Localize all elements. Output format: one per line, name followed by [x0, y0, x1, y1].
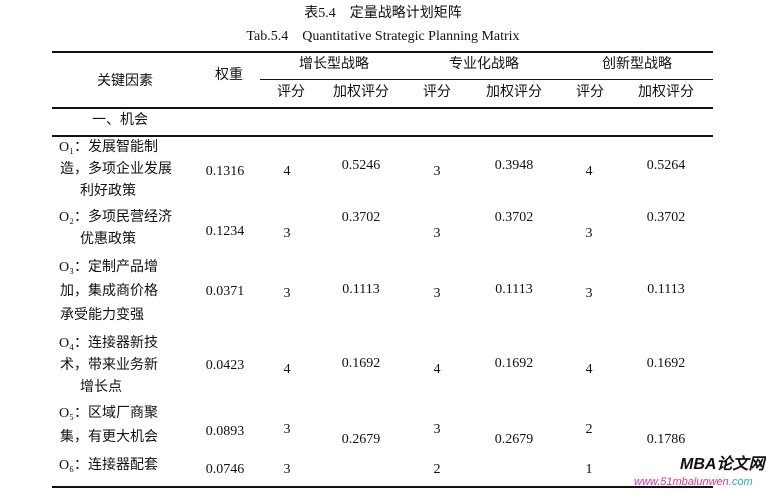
- weighted-score-cell: 0.2679: [341, 432, 381, 447]
- weighted-score-cell: 0.5264: [646, 158, 686, 173]
- header-weighted: 加权评分: [333, 85, 389, 100]
- factor-text: O₆：连接器配套: [59, 458, 158, 473]
- score-cell: 3: [283, 462, 291, 477]
- weighted-score-cell: 0.1692: [494, 356, 534, 371]
- score-cell: 2: [585, 422, 593, 437]
- watermark-url-main: www.51mbalunwen: [634, 476, 729, 488]
- score-cell: 1: [585, 462, 593, 477]
- header-growth: 增长型战略: [299, 57, 369, 72]
- weighted-score-cell: 0.3702: [646, 210, 686, 225]
- score-cell: 4: [433, 362, 441, 377]
- factor-text: O₅：区域厂商聚: [59, 406, 158, 421]
- header-bottom-rule: [52, 107, 713, 109]
- factor-text: O₂：多项民营经济: [59, 210, 172, 225]
- weighted-score-cell: 0.1113: [647, 282, 685, 297]
- factor-text: O₃：定制产品增: [59, 260, 158, 275]
- header-mid-rule: [260, 79, 713, 80]
- score-cell: 3: [433, 422, 441, 437]
- score-cell: 2: [433, 462, 441, 477]
- score-cell: 3: [433, 164, 441, 179]
- score-cell: 3: [283, 226, 291, 241]
- weight-cell: 0.0746: [205, 462, 245, 477]
- score-cell: 3: [433, 226, 441, 241]
- factor-text: O₁：发展智能制: [59, 140, 158, 155]
- weighted-score-cell: 0.1692: [646, 356, 686, 371]
- header-score: 评分: [277, 85, 305, 100]
- weighted-score-cell: 0.5246: [341, 158, 381, 173]
- weighted-score-cell: 0.1786: [646, 432, 686, 447]
- score-cell: 4: [283, 362, 291, 377]
- header-factor: 关键因素: [97, 74, 153, 89]
- header-specialization: 专业化战略: [449, 57, 519, 72]
- header-score: 评分: [576, 85, 604, 100]
- factor-text: 造，多项企业发展: [60, 162, 172, 177]
- watermark-url-tld: .com: [728, 476, 753, 488]
- weighted-score-cell: 0.2679: [494, 432, 534, 447]
- factor-text: 利好政策: [80, 184, 136, 199]
- table-bottom-rule: [52, 486, 713, 488]
- factor-text: 集，有更大机会: [60, 430, 158, 445]
- factor-text: O₄：连接器新技: [59, 336, 158, 351]
- caption-cn: 表5.4 定量战略计划矩阵: [304, 6, 462, 21]
- weighted-score-cell: 0.1113: [495, 282, 533, 297]
- header-innovation: 创新型战略: [602, 57, 672, 72]
- factor-text: 承受能力变强: [60, 308, 144, 323]
- section-label: 一、机会: [92, 113, 148, 128]
- score-cell: 3: [585, 226, 593, 241]
- weight-cell: 0.0423: [205, 358, 245, 373]
- weight-cell: 0.1316: [205, 164, 245, 179]
- factor-text: 优惠政策: [80, 232, 136, 247]
- factor-text: 加，集成商价格: [60, 284, 158, 299]
- watermark-brand: MBA论文网: [680, 456, 765, 473]
- header-weighted: 加权评分: [638, 85, 694, 100]
- weighted-score-cell: 0.3702: [341, 210, 381, 225]
- caption-en: Tab.5.4 Quantitative Strategic Planning …: [246, 29, 520, 44]
- factor-text: 增长点: [80, 380, 122, 395]
- score-cell: 4: [283, 164, 291, 179]
- score-cell: 3: [283, 286, 291, 301]
- weighted-score-cell: 0.3948: [494, 158, 534, 173]
- score-cell: 3: [283, 422, 291, 437]
- weighted-score-cell: 0.1692: [341, 356, 381, 371]
- header-weight: 权重: [215, 68, 243, 83]
- weight-cell: 0.0371: [205, 284, 245, 299]
- weighted-score-cell: 0.3702: [494, 210, 534, 225]
- weight-cell: 0.1234: [205, 224, 245, 239]
- header-weighted: 加权评分: [486, 85, 542, 100]
- watermark-url: www.51mbalunwen.com: [634, 476, 753, 488]
- section-rule: [52, 135, 713, 137]
- score-cell: 4: [585, 362, 593, 377]
- score-cell: 4: [585, 164, 593, 179]
- factor-text: 术，带来业务新: [60, 358, 158, 373]
- header-score: 评分: [423, 85, 451, 100]
- weighted-score-cell: 0.1113: [342, 282, 380, 297]
- score-cell: 3: [585, 286, 593, 301]
- score-cell: 3: [433, 286, 441, 301]
- table-top-rule: [52, 51, 713, 53]
- weight-cell: 0.0893: [205, 424, 245, 439]
